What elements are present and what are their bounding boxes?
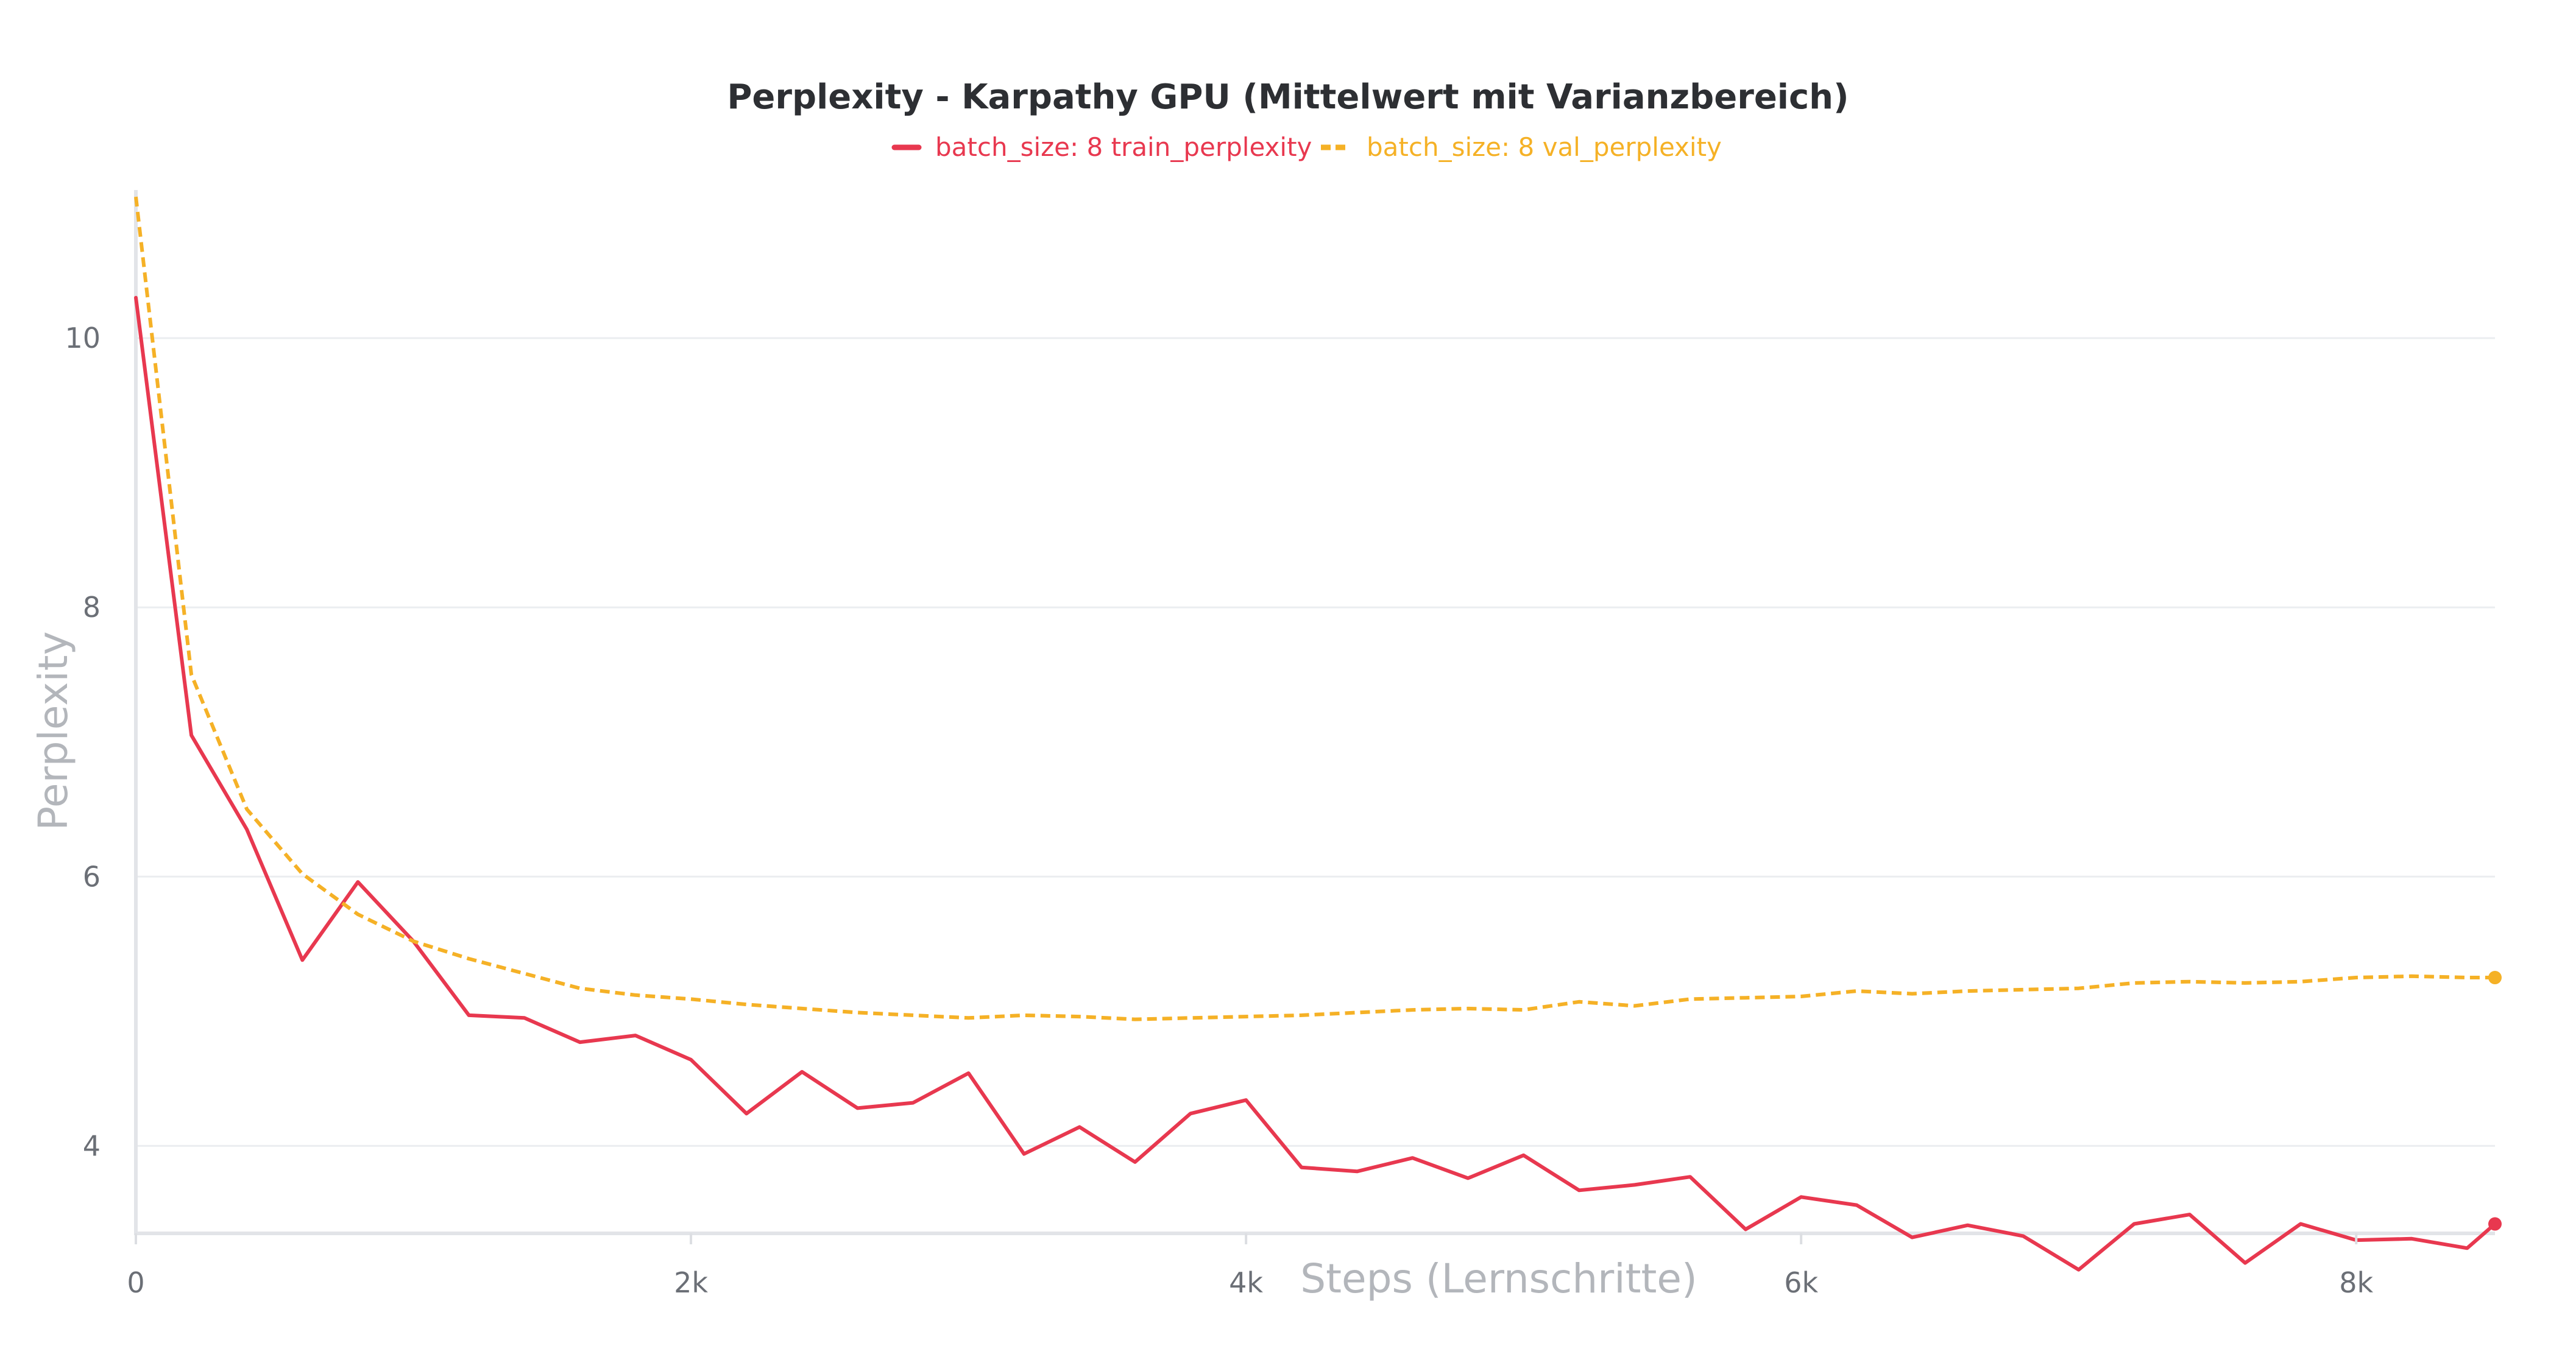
legend: batch_size: 8 train_perplexity batch_siz… (891, 132, 1722, 162)
series-endpoint-train (2488, 1217, 2502, 1231)
tick-labels: 4 6 8 10 0 2k 4k 6k 8k (65, 322, 2373, 1299)
series-line-val (134, 196, 2495, 1021)
y-axis-label: Perplexity (30, 631, 77, 830)
legend-item-train: batch_size: 8 train_perplexity (891, 132, 1312, 162)
y-tick-label-10: 10 (65, 322, 101, 354)
y-tick-label-8: 8 (83, 591, 101, 624)
series-layer (134, 196, 2502, 1272)
x-tick-label-4000: 4k (1229, 1266, 1263, 1299)
series-line-train (134, 295, 2497, 1272)
series-endpoint-val (2488, 971, 2502, 985)
x-tick-label-8000: 8k (2339, 1266, 2373, 1299)
y-tick-label-6: 6 (83, 860, 101, 893)
legend-label-train: batch_size: 8 train_perplexity (935, 132, 1312, 162)
grid-lines (136, 337, 2495, 1147)
x-tick-label-0: 0 (127, 1266, 144, 1299)
x-axis-label: Steps (Lernschritte) (1300, 1255, 1697, 1302)
legend-item-val: batch_size: 8 val_perplexity (1321, 132, 1722, 162)
y-tick-label-4: 4 (83, 1129, 101, 1162)
x-tick-label-2000: 2k (674, 1266, 708, 1299)
legend-label-val: batch_size: 8 val_perplexity (1367, 132, 1722, 162)
x-tick-label-6000: 6k (1784, 1266, 1818, 1299)
chart-title: Perplexity - Karpathy GPU (Mittelwert mi… (727, 77, 1849, 117)
